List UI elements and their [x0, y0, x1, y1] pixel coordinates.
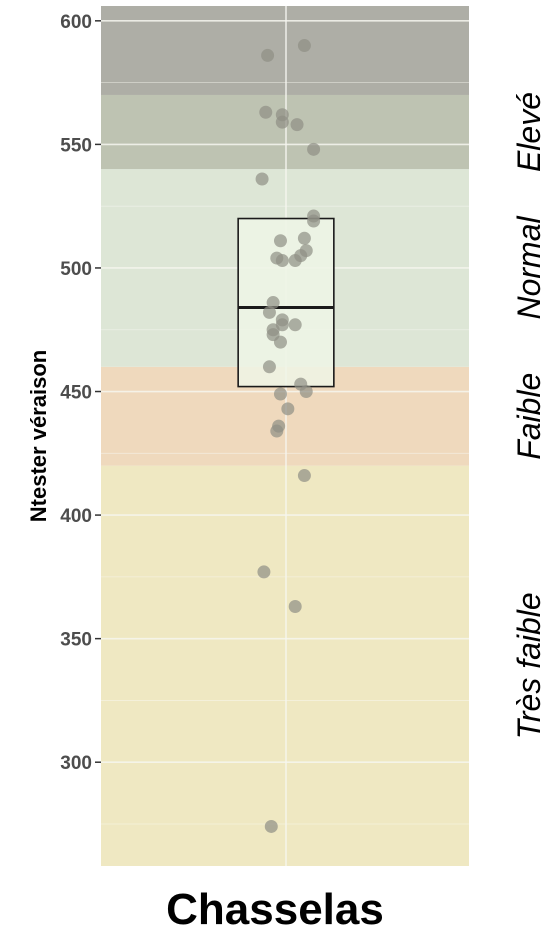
x-category-label: Chasselas: [166, 885, 384, 932]
data-point: [259, 105, 273, 119]
band-label-0: Très faible: [511, 592, 547, 739]
y-tick-label: 600: [60, 12, 92, 33]
data-point: [288, 600, 302, 614]
y-tick-label: 450: [60, 383, 92, 404]
data-point: [270, 424, 284, 438]
data-point: [264, 819, 278, 833]
data-point: [281, 402, 295, 416]
band-label-3: Elevé: [511, 92, 547, 172]
data-point: [255, 172, 269, 186]
data-point: [273, 234, 287, 248]
band-4: [101, 6, 469, 95]
band-0: [101, 465, 469, 866]
band-labels: Très faible Faible Normal Elevé: [511, 92, 547, 739]
y-axis: 300 350 400 450 500 550 600: [60, 12, 101, 774]
box-iqr: [237, 217, 335, 388]
data-point: [275, 115, 289, 129]
data-point: [261, 48, 275, 62]
band-label-1: Faible: [511, 373, 547, 460]
y-tick-label: 500: [60, 259, 92, 280]
band-layer: [101, 6, 469, 866]
data-point: [273, 335, 287, 349]
data-point: [288, 318, 302, 332]
data-point: [288, 254, 302, 268]
data-point: [307, 142, 321, 156]
data-point: [257, 565, 271, 579]
data-point: [307, 214, 321, 228]
data-point: [266, 296, 280, 310]
data-point: [297, 39, 311, 53]
y-tick-label: 550: [60, 135, 92, 156]
data-point: [262, 360, 276, 374]
y-tick-label: 400: [60, 506, 92, 527]
box-layer: [237, 217, 335, 388]
y-axis-label: Ntester véraison: [26, 350, 51, 522]
data-point: [297, 231, 311, 245]
data-point: [273, 387, 287, 401]
band-3: [101, 94, 469, 170]
points-layer: [255, 39, 321, 833]
data-point: [299, 385, 313, 399]
data-point: [262, 305, 276, 319]
y-tick-label: 350: [60, 630, 92, 651]
data-point: [297, 469, 311, 483]
y-tick-label: 300: [60, 753, 92, 774]
data-point: [275, 254, 289, 268]
band-label-2: Normal: [511, 216, 547, 320]
data-point: [290, 118, 304, 132]
